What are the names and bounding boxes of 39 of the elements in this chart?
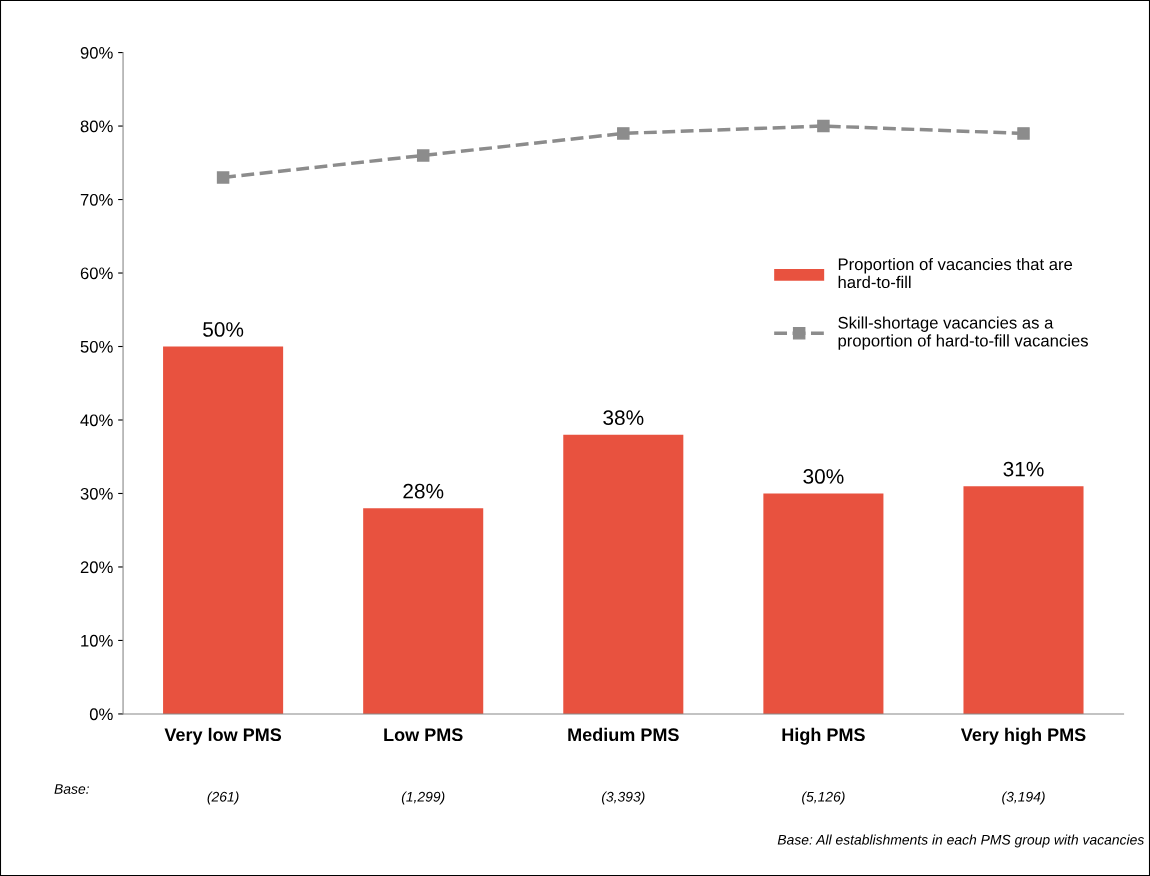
text: (1,299)	[401, 791, 445, 805]
y-tick-label: 40%	[80, 414, 113, 427]
text: (5,126)	[802, 791, 845, 805]
point	[1017, 127, 1030, 140]
y-tick-label: 30%	[80, 487, 113, 500]
x-tick-label: Medium PMS	[568, 727, 679, 742]
point	[416, 149, 430, 162]
y-tick-label: 20%	[80, 561, 113, 574]
x-tick-label: Low PMS	[384, 728, 463, 742]
bar	[363, 508, 484, 714]
y-tick-label: 50%	[80, 340, 113, 353]
x-tick-label: Very high PMS	[960, 727, 1086, 745]
y-tick-label: 0%	[89, 708, 113, 721]
text: Base:	[54, 784, 90, 794]
y-tick-label: 70%	[80, 193, 113, 206]
bar	[963, 486, 1084, 714]
data-label: 38%	[603, 410, 644, 426]
legend-label: Skill-shortage vacancies as a proportion of hard-to-fill vacancies	[838, 316, 1088, 350]
bar	[163, 346, 284, 714]
text: (3,393)	[601, 791, 645, 805]
text: (261)	[207, 791, 239, 805]
x-tick-label: Very low PMS	[164, 727, 282, 745]
legend-label: Proportion of vacancies that are hard-to-fill	[838, 257, 1073, 289]
y-tick-label: 80%	[80, 120, 113, 133]
y-tick-label: 10%	[81, 634, 113, 647]
point	[216, 171, 230, 184]
point	[817, 119, 830, 133]
bar	[763, 493, 884, 714]
x-tick-label: High PMS	[782, 727, 865, 745]
y-tick-label: 60%	[80, 267, 113, 280]
bar	[563, 434, 684, 714]
text: (3,194)	[1002, 791, 1045, 805]
data-label: 28%	[403, 483, 444, 499]
text: Base: All establishments in each PMS group with vacancies	[777, 834, 1144, 848]
data-label: 31%	[1003, 461, 1044, 477]
data-label: 50%	[203, 322, 244, 337]
y-tick-label: 90%	[80, 46, 113, 59]
point	[617, 127, 630, 140]
data-label: 30%	[803, 469, 844, 484]
